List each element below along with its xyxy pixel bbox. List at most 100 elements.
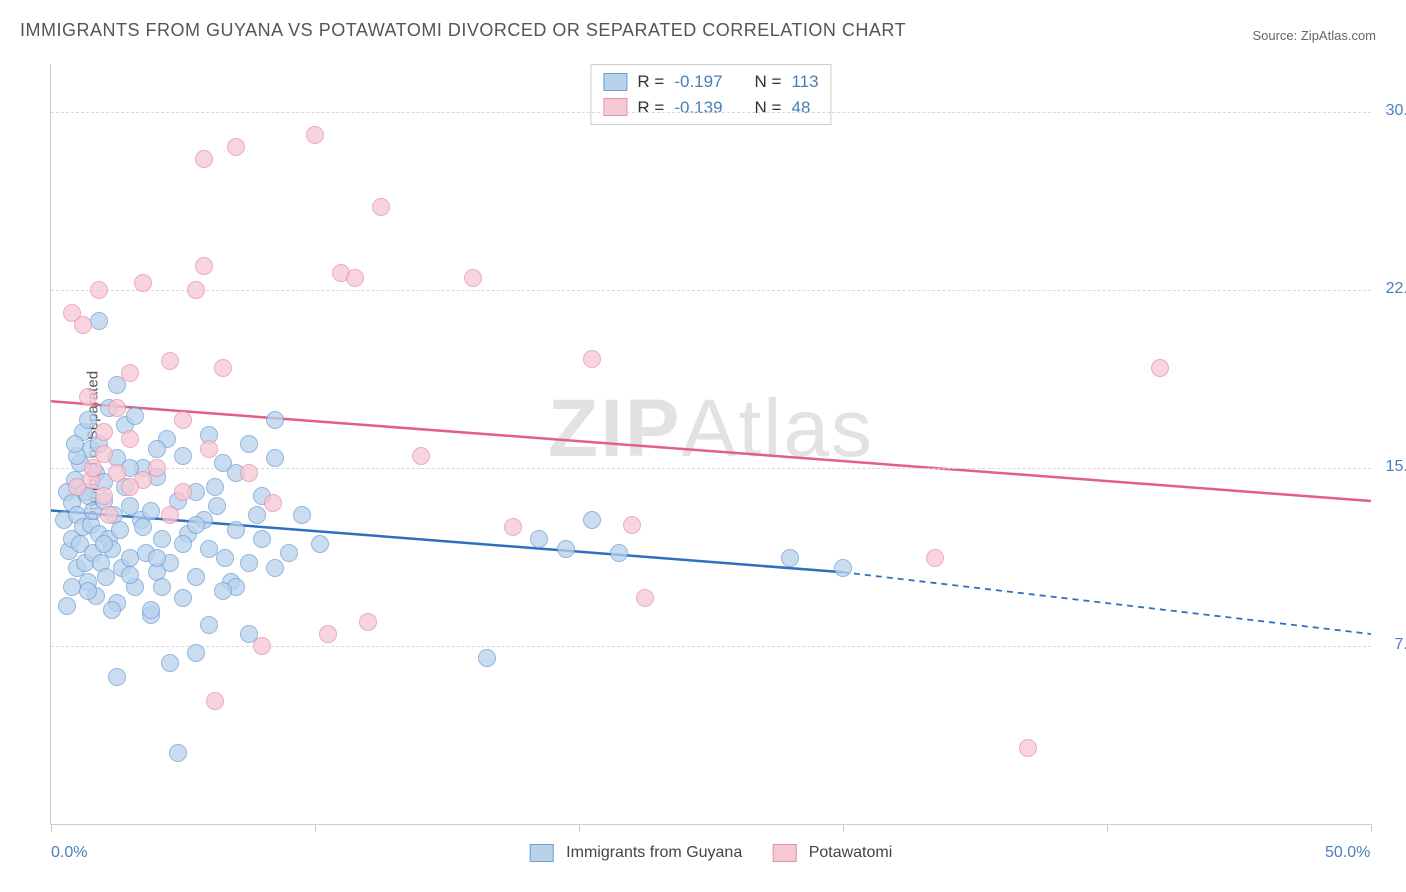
x-tick-label: 0.0%: [51, 844, 87, 862]
scatter-point: [63, 578, 81, 596]
scatter-point: [161, 352, 179, 370]
scatter-point: [530, 530, 548, 548]
scatter-point: [134, 274, 152, 292]
legend-swatch-potawatomi: [772, 844, 796, 862]
scatter-point: [216, 549, 234, 567]
legend-label-guyana: Immigrants from Guyana: [566, 844, 742, 861]
scatter-point: [346, 269, 364, 287]
scatter-point: [108, 399, 126, 417]
scatter-point: [121, 478, 139, 496]
scatter-point: [148, 549, 166, 567]
scatter-point: [74, 316, 92, 334]
scatter-point: [121, 364, 139, 382]
watermark: ZIPAtlas: [548, 382, 874, 476]
scatter-point: [264, 494, 282, 512]
scatter-point: [293, 506, 311, 524]
scatter-point: [121, 566, 139, 584]
scatter-point: [187, 644, 205, 662]
scatter-point: [174, 483, 192, 501]
x-tick: [1371, 824, 1372, 832]
scatter-point: [1019, 739, 1037, 757]
scatter-point: [79, 388, 97, 406]
legend-swatch-guyana: [530, 844, 554, 862]
chart-title: IMMIGRANTS FROM GUYANA VS POTAWATOMI DIV…: [20, 20, 906, 41]
y-tick-label: 15.0%: [1386, 458, 1406, 476]
scatter-point: [95, 487, 113, 505]
y-tick-label: 22.5%: [1386, 280, 1406, 298]
r-value-1: -0.197: [674, 69, 722, 95]
n-value-2: 48: [791, 95, 810, 121]
scatter-point: [161, 654, 179, 672]
scatter-point: [227, 138, 245, 156]
legend-row-1: R = -0.197 N = 113: [603, 69, 818, 95]
legend-row-2: R = -0.139 N = 48: [603, 95, 818, 121]
legend-swatch-potawatomi: [603, 98, 627, 116]
scatter-point: [142, 502, 160, 520]
scatter-point: [240, 435, 258, 453]
scatter-point: [200, 440, 218, 458]
scatter-point: [174, 447, 192, 465]
grid-line: [51, 112, 1371, 113]
scatter-point: [161, 506, 179, 524]
scatter-point: [240, 554, 258, 572]
y-tick-label: 30.0%: [1386, 102, 1406, 120]
legend-swatch-guyana: [603, 73, 627, 91]
scatter-point: [111, 521, 129, 539]
scatter-point: [66, 435, 84, 453]
scatter-point: [153, 530, 171, 548]
scatter-point: [926, 549, 944, 567]
legend-label-potawatomi: Potawatomi: [809, 844, 893, 861]
source-text: Source: ZipAtlas.com: [1252, 28, 1376, 43]
scatter-point: [58, 597, 76, 615]
scatter-point: [148, 440, 166, 458]
scatter-point: [174, 589, 192, 607]
scatter-point: [266, 449, 284, 467]
x-tick-label: 50.0%: [1325, 844, 1370, 862]
scatter-point: [227, 521, 245, 539]
scatter-point: [108, 668, 126, 686]
scatter-point: [311, 535, 329, 553]
scatter-point: [412, 447, 430, 465]
n-value-1: 113: [791, 69, 818, 95]
y-tick-label: 7.5%: [1395, 636, 1406, 654]
r-value-2: -0.139: [674, 95, 722, 121]
scatter-point: [280, 544, 298, 562]
scatter-point: [248, 506, 266, 524]
scatter-point: [504, 518, 522, 536]
scatter-point: [372, 198, 390, 216]
scatter-point: [214, 582, 232, 600]
x-tick: [1107, 824, 1108, 832]
scatter-point: [187, 568, 205, 586]
legend-series: Immigrants from Guyana Potawatomi: [530, 844, 893, 862]
legend-correlation: R = -0.197 N = 113 R = -0.139 N = 48: [590, 64, 831, 125]
legend-item-guyana: Immigrants from Guyana: [530, 844, 743, 862]
r-label: R =: [637, 95, 664, 121]
scatter-point: [134, 518, 152, 536]
scatter-point: [266, 559, 284, 577]
scatter-point: [121, 430, 139, 448]
x-tick: [579, 824, 580, 832]
scatter-point: [208, 497, 226, 515]
scatter-point: [84, 459, 102, 477]
chart-plot-area: ZIPAtlas R = -0.197 N = 113 R = -0.139 N…: [50, 64, 1371, 825]
scatter-point: [610, 544, 628, 562]
scatter-point: [253, 530, 271, 548]
scatter-point: [195, 257, 213, 275]
scatter-point: [153, 578, 171, 596]
scatter-point: [126, 407, 144, 425]
scatter-point: [206, 478, 224, 496]
scatter-point: [478, 649, 496, 667]
scatter-point: [195, 150, 213, 168]
scatter-point: [174, 535, 192, 553]
scatter-point: [464, 269, 482, 287]
scatter-point: [1151, 359, 1169, 377]
scatter-point: [253, 637, 271, 655]
x-tick: [51, 824, 52, 832]
grid-line: [51, 290, 1371, 291]
scatter-point: [79, 411, 97, 429]
x-tick: [843, 824, 844, 832]
scatter-point: [206, 692, 224, 710]
scatter-point: [214, 359, 232, 377]
scatter-point: [187, 516, 205, 534]
scatter-point: [781, 549, 799, 567]
